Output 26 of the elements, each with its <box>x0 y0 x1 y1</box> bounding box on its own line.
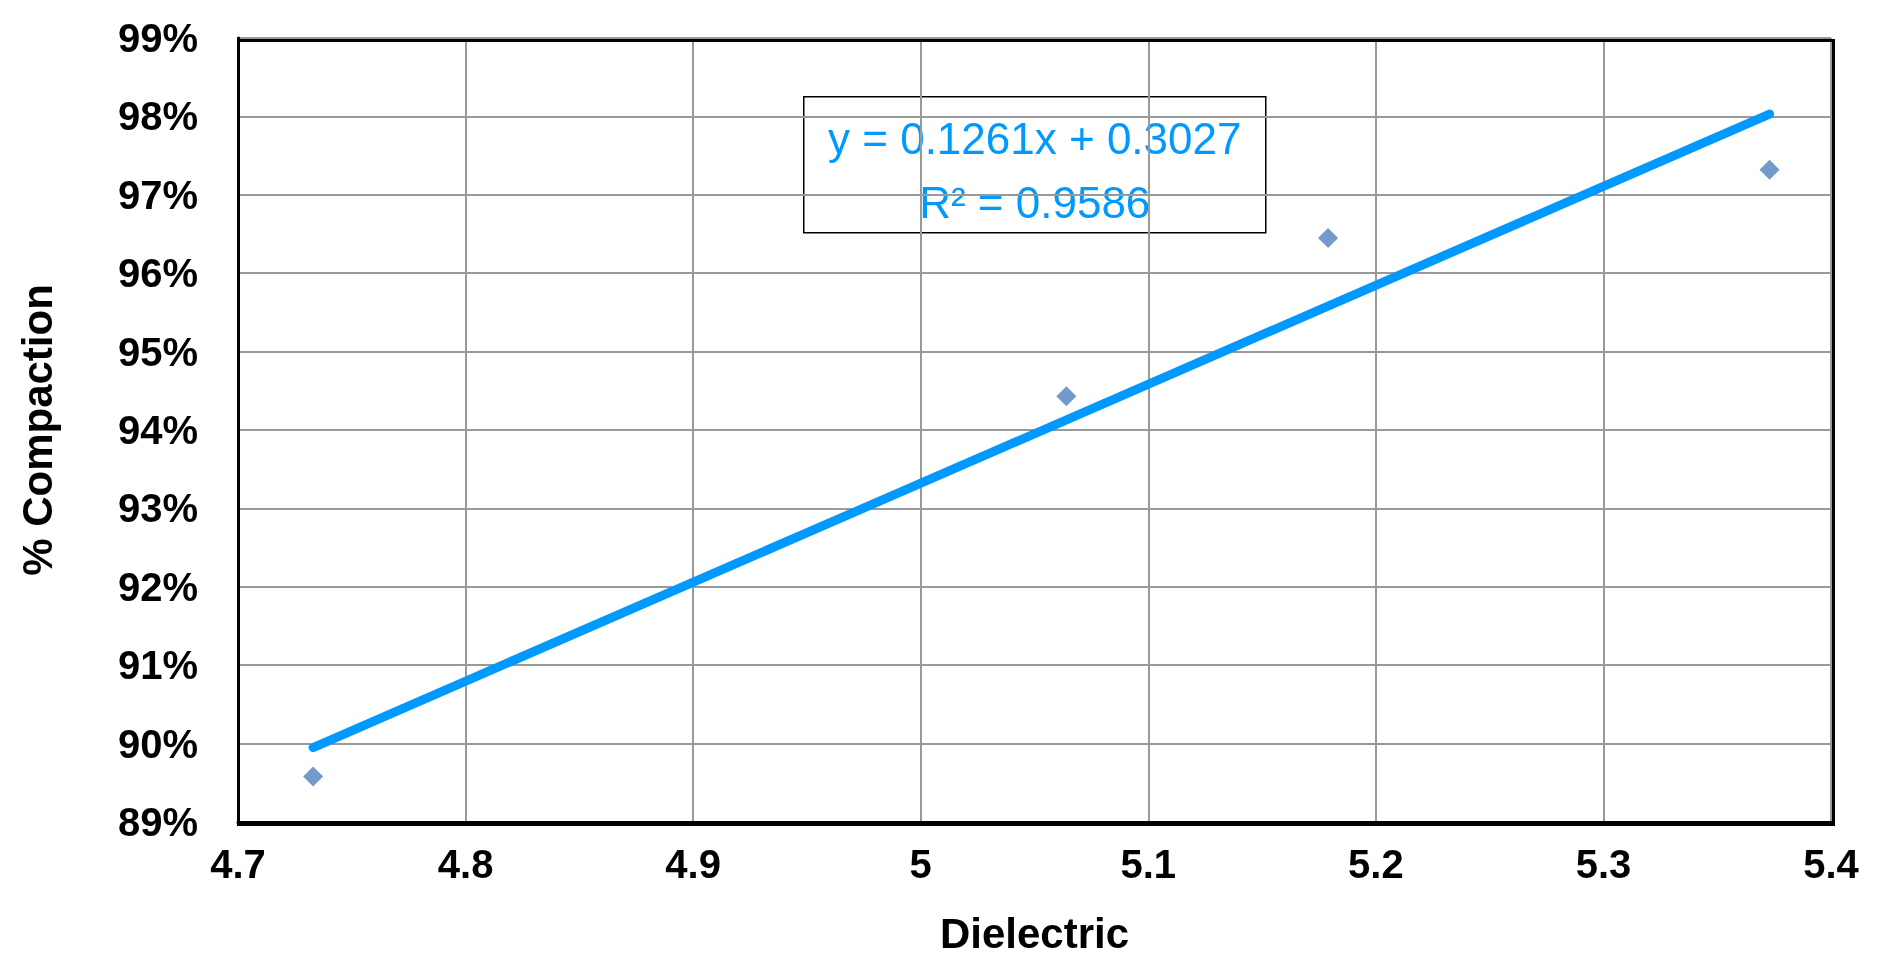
y-tick-label: 94% <box>117 408 198 452</box>
y-tick-label: 89% <box>117 800 198 844</box>
x-tick-label: 5.4 <box>1803 842 1860 886</box>
point <box>1759 159 1780 180</box>
x-tick-label: 4.7 <box>210 842 266 886</box>
y-axis-title: % Compaction <box>13 284 61 576</box>
y-tick-label: 97% <box>117 172 198 217</box>
point <box>303 766 324 787</box>
x-tick-label: 5.3 <box>1575 842 1632 886</box>
y-tick-label: 90% <box>117 721 198 766</box>
x-tick-label: 5.2 <box>1348 842 1404 886</box>
x-axis-title: Dielectric <box>939 909 1130 957</box>
x-tick-label: 5 <box>909 842 932 886</box>
y-tick-label: 92% <box>117 564 198 609</box>
annotation: y = 0.1261x + 0.3027 <box>828 114 1242 164</box>
y-tick-label: 95% <box>117 329 198 374</box>
y-tick-label: 99% <box>117 16 198 60</box>
y-tick-label: 91% <box>117 643 198 688</box>
point <box>1318 227 1339 248</box>
y-tick-label: 93% <box>117 486 198 531</box>
x-tick-label: 4.9 <box>665 842 721 886</box>
y-tick-label: 98% <box>117 94 198 139</box>
y-tick-label: 96% <box>117 251 198 296</box>
x-tick-label: 5.1 <box>1120 842 1177 886</box>
point <box>1056 386 1077 407</box>
x-tick-label: 4.8 <box>437 842 494 886</box>
